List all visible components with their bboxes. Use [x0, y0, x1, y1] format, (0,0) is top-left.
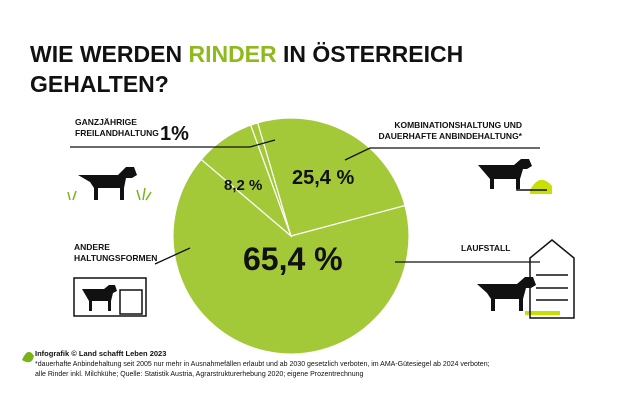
grass — [67, 187, 152, 201]
title-part: WIE WERDEN — [30, 41, 182, 67]
category-label: ANDERE HALTUNGSFORMEN — [74, 242, 158, 263]
leader-lines — [70, 139, 540, 265]
footer-icon — [22, 351, 34, 363]
chart-title: WIE WERDEN RINDER IN ÖSTERREICH — [30, 41, 463, 67]
pie-slice — [256, 117, 406, 237]
pie-slice — [200, 124, 293, 238]
value-label: 25,4 % — [292, 167, 354, 189]
footnote: *dauerhafte Anbindehaltung seit 2005 nur… — [35, 361, 490, 368]
category-label: LAUFSTALL — [461, 243, 511, 253]
pie — [172, 117, 410, 355]
category-label: KOMBINATIONSHALTUNG UND DAUERHAFTE ANBIN… — [378, 120, 522, 141]
icons — [78, 159, 536, 311]
value-label: 8,2 % — [224, 177, 262, 194]
title-highlight: RINDER — [188, 41, 277, 67]
value-label: 65,4 % — [243, 241, 343, 277]
title-part: IN ÖSTERREICH — [283, 41, 463, 67]
chart-title: GEHALTEN? — [30, 71, 169, 97]
footnote: alle Rinder inkl. Milchkühe; Quelle: Sta… — [35, 371, 364, 378]
credit: Infografik © Land schafft Leben 2023 — [35, 349, 166, 358]
category-label: GANZJÄHRIGE FREILANDHALTUNG — [75, 117, 159, 138]
pie-slice — [172, 158, 410, 355]
icon-outlines — [73, 165, 575, 319]
value-label: 1% — [160, 123, 189, 145]
